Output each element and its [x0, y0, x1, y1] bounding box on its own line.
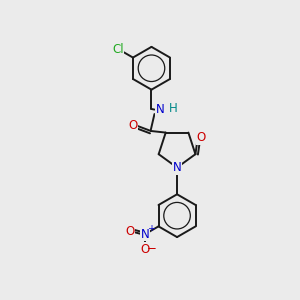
Text: +: +: [148, 224, 156, 233]
Text: N: N: [141, 228, 149, 241]
Text: −: −: [147, 242, 157, 255]
Text: Cl: Cl: [112, 43, 124, 56]
Text: O: O: [125, 225, 134, 238]
Text: N: N: [173, 161, 182, 174]
Text: O: O: [197, 131, 206, 144]
Text: H: H: [169, 103, 177, 116]
Text: O: O: [140, 243, 150, 256]
Text: N: N: [155, 103, 164, 116]
Text: O: O: [128, 119, 138, 132]
